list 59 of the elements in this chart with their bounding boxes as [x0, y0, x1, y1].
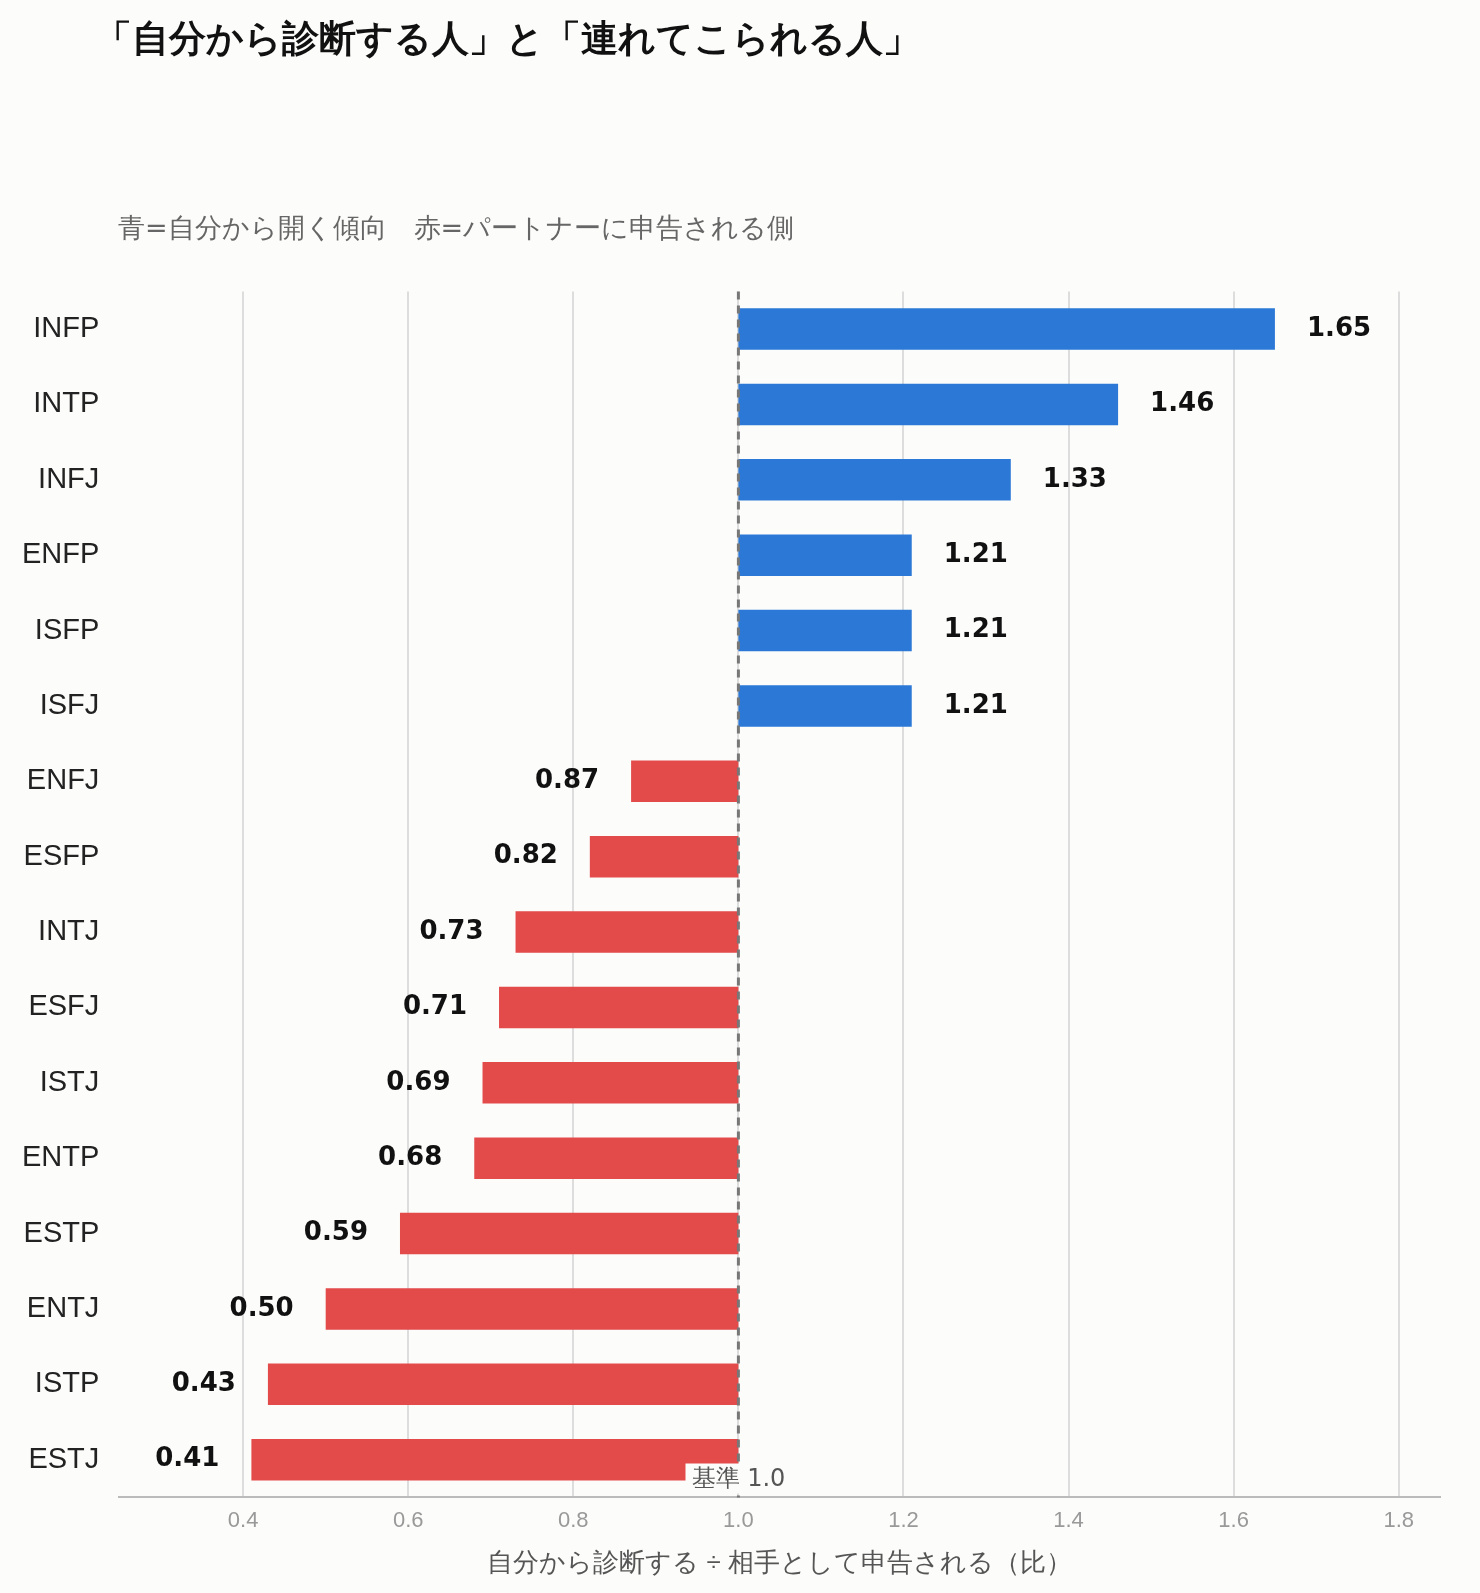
- y-tick-label: ISFJ: [39, 687, 100, 720]
- y-tick-label: ESFJ: [28, 989, 100, 1022]
- bar: [399, 1212, 739, 1255]
- y-tick-label: INFJ: [38, 461, 100, 494]
- bar: [738, 383, 1119, 426]
- chart-subtitle: 青=自分から開く傾向 赤=パートナーに申告される側: [118, 211, 795, 245]
- data-label: 0.71: [402, 990, 468, 1021]
- data-label: 1.21: [943, 613, 1008, 644]
- bar: [325, 1288, 739, 1330]
- data-label: 1.21: [943, 537, 1008, 568]
- x-tick-label: 0.8: [558, 1506, 589, 1532]
- data-label: 0.69: [386, 1065, 451, 1096]
- y-tick-label: ESFP: [23, 838, 100, 871]
- data-label: 1.21: [943, 688, 1008, 719]
- data-label: 0.59: [303, 1216, 368, 1247]
- y-tick-label: INTP: [33, 386, 100, 419]
- y-tick-label: ISTJ: [39, 1064, 100, 1097]
- data-label: 0.87: [534, 764, 600, 795]
- bar: [738, 685, 912, 727]
- data-label: 1.46: [1150, 387, 1215, 418]
- y-tick-label: ENTJ: [26, 1290, 100, 1323]
- data-label: 0.73: [419, 914, 484, 945]
- bar: [474, 1137, 739, 1179]
- data-label: 0.68: [378, 1140, 443, 1171]
- y-tick-label: INTJ: [38, 914, 100, 947]
- y-tick-label: ESTJ: [28, 1441, 100, 1474]
- data-label: 1.65: [1306, 311, 1372, 342]
- x-axis-title: 自分から診断する ÷ 相手として申告される（比）: [487, 1546, 1073, 1577]
- bar: [738, 534, 912, 576]
- data-label: 0.82: [493, 839, 558, 870]
- bar: [738, 308, 1275, 350]
- x-tick-label: 1.2: [888, 1506, 919, 1532]
- bar: [631, 760, 739, 803]
- bar: [499, 986, 739, 1029]
- x-tick-label: 1.6: [1218, 1506, 1249, 1532]
- x-tick-label: 0.6: [392, 1506, 424, 1532]
- y-tick-label: ENTP: [22, 1140, 100, 1173]
- x-tick-label: 1.8: [1383, 1506, 1415, 1532]
- data-label: 1.33: [1042, 462, 1107, 493]
- data-label: 0.43: [171, 1367, 236, 1398]
- bar: [482, 1062, 739, 1104]
- bar: [515, 911, 739, 953]
- x-tick-label: 0.4: [227, 1506, 259, 1532]
- bar: [738, 609, 912, 652]
- y-tick-label: ENFP: [22, 537, 100, 570]
- y-tick-label: ESTP: [23, 1215, 100, 1248]
- y-tick-label: INFP: [33, 311, 100, 344]
- bar: [267, 1363, 739, 1406]
- data-label: 0.41: [155, 1442, 220, 1473]
- x-tick-label: 1.0: [723, 1506, 754, 1532]
- y-tick-label: ENFJ: [26, 763, 100, 796]
- ref-line-label: 基準 1.0: [691, 1463, 786, 1492]
- y-tick-label: ISTP: [34, 1366, 100, 1399]
- chart-title: 「自分から診断する人」と「連れてこられる人」: [95, 16, 920, 62]
- bar: [738, 459, 1011, 501]
- y-tick-label: ISFP: [34, 612, 100, 645]
- data-label: 0.50: [229, 1291, 294, 1322]
- x-tick-label: 1.4: [1053, 1506, 1084, 1532]
- bar: [589, 835, 739, 878]
